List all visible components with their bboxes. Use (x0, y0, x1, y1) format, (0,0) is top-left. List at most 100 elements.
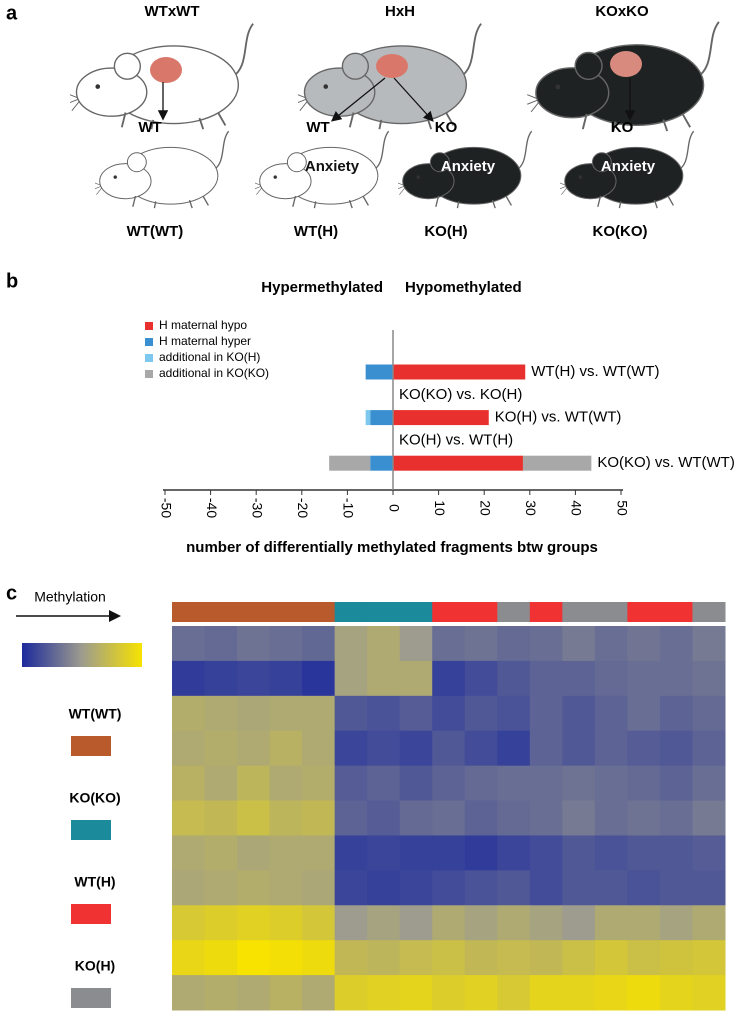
heatmap-cell (367, 765, 401, 802)
heatmap-cell (204, 975, 238, 1011)
heatmap-cell (562, 905, 596, 941)
bar (370, 410, 393, 426)
heatmap-cell (692, 765, 726, 802)
heatmap-cell (432, 765, 466, 802)
bar (393, 364, 526, 380)
group-bar (334, 602, 368, 622)
heatmap-cell (399, 660, 433, 697)
legend-swatch (145, 338, 153, 346)
heatmap-cell (659, 835, 693, 871)
heatmap-cell (594, 940, 628, 976)
heatmap-cell (237, 765, 271, 802)
heatmap-cell (464, 695, 498, 732)
heatmap-cell (659, 765, 693, 802)
group-bar (692, 602, 726, 622)
heatmap-cell (237, 940, 271, 976)
heatmap-cell (594, 765, 628, 802)
heatmap-cell (172, 975, 206, 1011)
heatmap-cell (659, 626, 693, 662)
heatmap-cell (627, 660, 661, 697)
heatmap-cell (659, 800, 693, 836)
right-title: Hypomethylated (405, 279, 522, 296)
category-label: KO(H) vs. WT(H) (399, 431, 513, 448)
x-tick-label: 50 (614, 500, 630, 516)
legend-swatch (145, 322, 153, 330)
heatmap-cell (659, 870, 693, 906)
heatmap-cell (367, 905, 401, 941)
panel-label: c (6, 582, 17, 604)
heatmap-cell (464, 975, 498, 1011)
heatmap-cell (204, 835, 238, 871)
heatmap-cell (659, 940, 693, 976)
heatmap-cell (692, 975, 726, 1011)
heatmap-cell (497, 730, 531, 767)
heatmap-cell (269, 905, 303, 941)
heatmap-cell (659, 975, 693, 1011)
arrow (330, 77, 386, 122)
group-bar (594, 602, 628, 622)
cross-title: WTxWT (145, 3, 200, 20)
heatmap-cell (562, 695, 596, 732)
heatmap-cell (529, 835, 563, 871)
heatmap-cell (659, 660, 693, 697)
heatmap-cell (204, 800, 238, 836)
heatmap-cell (594, 730, 628, 767)
group-legend-swatch (71, 736, 111, 756)
heatmap-cell (172, 905, 206, 941)
heatmap-cell (367, 835, 401, 871)
heatmap-cell (692, 835, 726, 871)
x-tick-label: -20 (295, 498, 311, 518)
heatmap-cell (627, 695, 661, 732)
heatmap-cell (692, 870, 726, 906)
heatmap-cell (432, 905, 466, 941)
heatmap: WT(WT) KO(KO) WT(H) KO(H) (22, 602, 726, 1011)
heatmap-cell (529, 940, 563, 976)
heatmap-cell (529, 730, 563, 767)
x-tick-label: 10 (432, 500, 448, 516)
heatmap-cell (204, 905, 238, 941)
heatmap-cell (562, 765, 596, 802)
phenotype: Anxiety (441, 158, 496, 175)
heatmap-cell (497, 695, 531, 732)
heatmap-cell (627, 905, 661, 941)
heatmap-cell (464, 765, 498, 802)
x-tick-label: -50 (158, 498, 174, 518)
heatmap-cell (172, 835, 206, 871)
heatmap-cell (269, 695, 303, 732)
legend-swatch (145, 354, 153, 362)
heatmap-cell (399, 905, 433, 941)
heatmap-cell (464, 835, 498, 871)
group-bar (659, 602, 693, 622)
heatmap-cell (529, 660, 563, 697)
heatmap-cell (464, 626, 498, 662)
heatmap-cell (269, 870, 303, 906)
group-legend-label: WT(WT) (69, 706, 122, 722)
x-tick-label: 20 (477, 500, 493, 516)
group-bar (172, 602, 206, 622)
heatmap-cell (172, 765, 206, 802)
bar (365, 364, 393, 380)
heatmap-cell (464, 660, 498, 697)
heatmap-cell (237, 695, 271, 732)
heatmap-cell (399, 870, 433, 906)
heatmap-cell (432, 626, 466, 662)
heatmap-cell (334, 660, 368, 697)
heatmap-cell (464, 730, 498, 767)
heatmap-cell (692, 660, 726, 697)
heatmap-cell (172, 940, 206, 976)
heatmap-cell (399, 626, 433, 662)
scale-label: Methylation (34, 589, 106, 605)
heatmap-cell (204, 626, 238, 662)
group-legend-label: KO(KO) (69, 790, 120, 806)
heatmap-cell (302, 730, 336, 767)
category-label: KO(KO) vs. KO(H) (399, 386, 522, 403)
panel-label: b (6, 270, 18, 292)
heatmap-cell (432, 940, 466, 976)
heatmap-cell (497, 835, 531, 871)
heatmap-cell (562, 940, 596, 976)
legend-swatch (145, 370, 153, 378)
heatmap-cell (529, 800, 563, 836)
heatmap-cell (204, 660, 238, 697)
heatmap-cell (562, 870, 596, 906)
